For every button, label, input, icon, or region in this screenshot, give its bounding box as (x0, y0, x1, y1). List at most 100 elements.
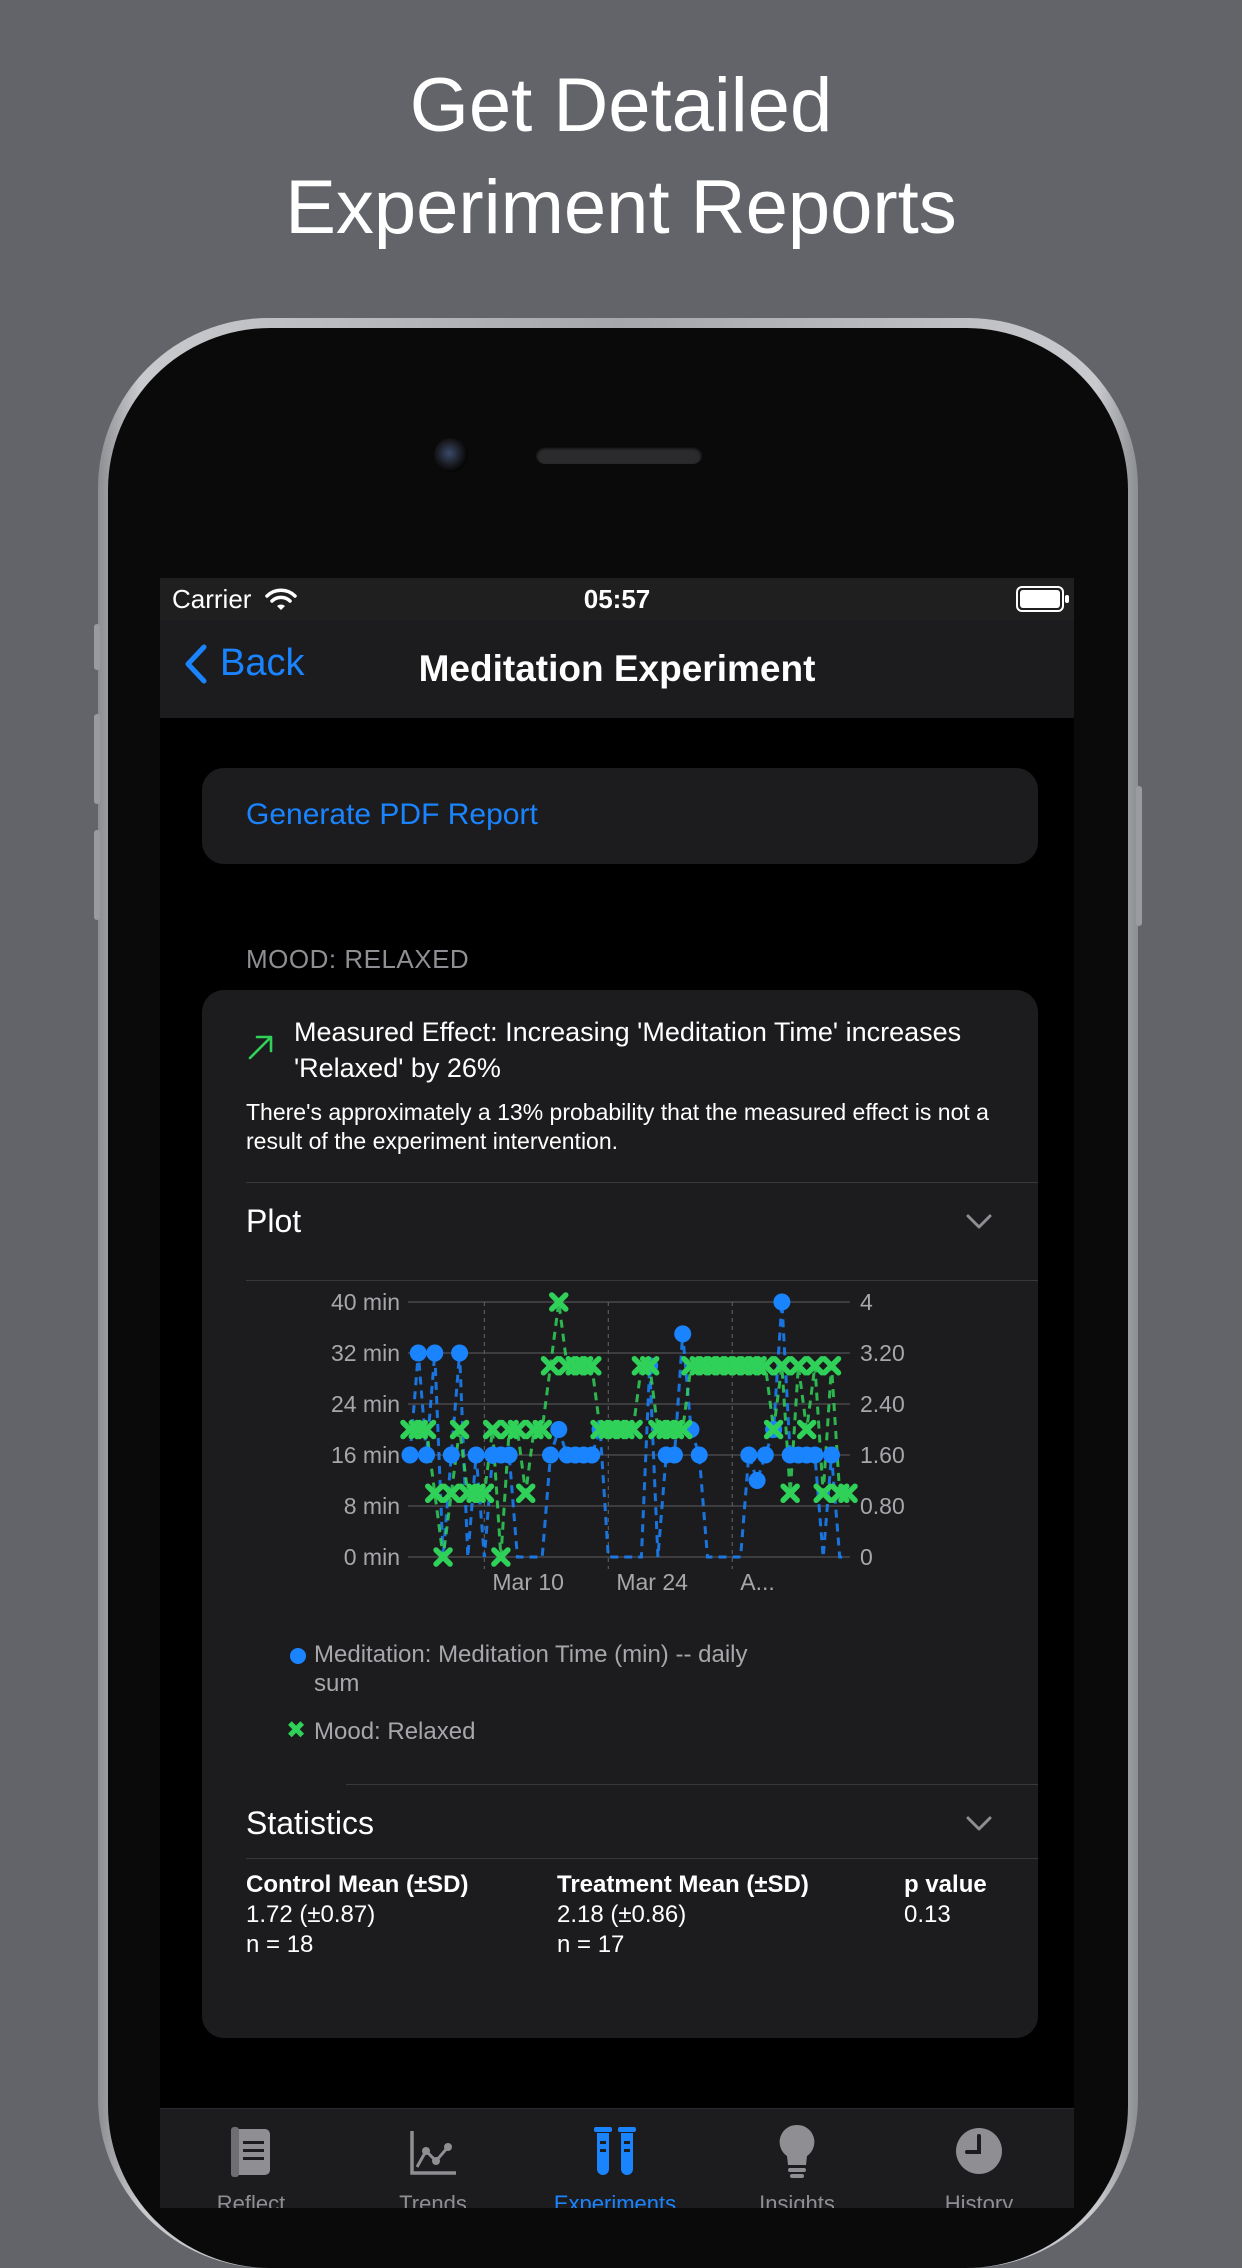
arrow-up-right-icon (248, 1035, 273, 1060)
data-point-meditation (401, 1446, 419, 1464)
data-point-mood (623, 1419, 643, 1440)
clock-icon (956, 2128, 1002, 2174)
data-point-mood (491, 1547, 511, 1567)
legend-x-marker: ✖ (286, 1717, 307, 1744)
tab-bar: Reflect Trends Experime (160, 2108, 1074, 2208)
app-screen: Carrier 05:57 Back Meditation Experiment… (160, 578, 1074, 2208)
navigation-bar: Back Meditation Experiment (160, 620, 1074, 718)
data-point-mood (532, 1419, 552, 1440)
legend-meditation: Meditation: Meditation Time (min) -- dai… (290, 1640, 774, 1698)
chevron-down-icon[interactable] (966, 1214, 992, 1230)
y-tick-label-right: 3.20 (860, 1340, 905, 1366)
data-point-mood (755, 1356, 776, 1376)
line-chart-icon (410, 2131, 456, 2175)
plot-chart: 40 min 32 min 24 min 16 min 8 min 0 min 4 3.20… (331, 1290, 905, 1595)
data-point-meditation (426, 1344, 444, 1362)
test-tubes-icon (594, 2127, 636, 2175)
plot-row-title[interactable]: Plot (246, 1203, 302, 1239)
p-value: 0.13 (904, 1901, 951, 1928)
y-tick-label-right: 4 (860, 1290, 873, 1315)
data-point-mood (821, 1356, 842, 1376)
data-point-mood (788, 1356, 809, 1376)
generate-pdf-report-link[interactable]: Generate PDF Report (246, 798, 538, 831)
tab-label: Reflect (216, 2191, 286, 2208)
y-tick-label-right: 1.60 (860, 1442, 905, 1468)
section-header: MOOD: RELAXED (246, 944, 470, 974)
control-mean-column: Control Mean (±SD) 1.72 (±0.87) n = 18 (246, 1870, 469, 1960)
data-point-meditation (773, 1293, 791, 1311)
data-point-meditation (409, 1344, 427, 1362)
data-point-mood (780, 1483, 800, 1503)
status-bar: Carrier 05:57 (160, 578, 1074, 620)
front-camera (434, 438, 468, 472)
y-tick-label-left: 0 min (344, 1544, 400, 1570)
legend-meditation-label: Meditation: Meditation Time (min) -- dai… (314, 1641, 748, 1697)
data-point-mood (672, 1419, 693, 1440)
data-point-meditation (442, 1446, 460, 1464)
x-tick-label: Mar 24 (616, 1569, 688, 1595)
data-point-mood (639, 1356, 660, 1376)
y-tick-label-right: 2.40 (860, 1391, 905, 1417)
tab-label: Experiments (553, 2191, 677, 2208)
series-line-mood (410, 1301, 848, 1558)
data-point-meditation (550, 1421, 568, 1438)
data-point-meditation (418, 1446, 436, 1464)
data-point-meditation (500, 1446, 518, 1464)
data-point-mood (805, 1356, 825, 1376)
data-point-mood (433, 1547, 453, 1567)
data-point-mood (763, 1419, 784, 1440)
volume-down-button (94, 830, 100, 920)
treatment-mean-value: 2.18 (±0.86) (557, 1901, 687, 1928)
statistics-row-title[interactable]: Statistics (246, 1805, 375, 1841)
data-point-meditation (467, 1446, 485, 1464)
data-point-meditation (748, 1472, 766, 1489)
lightbulb-icon (779, 2124, 815, 2178)
power-button (1136, 786, 1142, 926)
y-tick-label-left: 8 min (344, 1493, 400, 1519)
x-tick-label: Mar 10 (492, 1569, 564, 1595)
legend-circle-marker (290, 1648, 306, 1664)
experiment-result-card: Measured Effect: Increasing 'Meditation … (202, 990, 1038, 2038)
p-value-column: p value 0.13 (904, 1870, 987, 1930)
data-point-mood (838, 1483, 858, 1503)
earpiece-speaker (536, 446, 702, 464)
measured-effect-text: Measured Effect: Increasing 'Meditation … (294, 1017, 962, 1083)
data-point-meditation (740, 1446, 758, 1464)
volume-up-button (94, 714, 100, 804)
divider (246, 1182, 1038, 1183)
data-point-mood (813, 1483, 833, 1503)
back-button[interactable]: Back (184, 642, 304, 685)
divider (346, 1784, 1038, 1785)
y-tick-label-left: 40 min (331, 1290, 400, 1315)
data-point-mood (507, 1419, 528, 1440)
data-point-meditation (674, 1325, 692, 1343)
control-mean-header: Control Mean (±SD) (246, 1871, 469, 1898)
data-point-mood (796, 1419, 817, 1440)
carrier-label: Carrier (172, 584, 297, 615)
generate-pdf-card[interactable]: Generate PDF Report (202, 768, 1038, 864)
data-point-mood (549, 1292, 569, 1312)
data-point-mood (441, 1483, 462, 1503)
data-point-mood (474, 1483, 495, 1503)
data-point-mood (425, 1483, 445, 1503)
data-point-meditation (583, 1446, 601, 1464)
data-point-mood (416, 1419, 437, 1440)
y-tick-label-right: 0.80 (860, 1493, 905, 1519)
x-tick-label: A... (740, 1569, 775, 1595)
legend-mood: ✖ Mood: Relaxed (286, 1717, 476, 1746)
control-mean-value: 1.72 (±0.87) (246, 1901, 376, 1928)
data-point-meditation (806, 1446, 824, 1464)
data-point-meditation (690, 1446, 708, 1464)
data-point-meditation (541, 1446, 559, 1464)
y-tick-label-left: 16 min (331, 1442, 400, 1468)
chevron-down-icon[interactable] (966, 1816, 992, 1832)
status-time: 05:57 (583, 584, 651, 614)
treatment-mean-column: Treatment Mean (±SD) 2.18 (±0.86) n = 17 (557, 1870, 809, 1960)
data-point-mood (482, 1419, 503, 1440)
legend-mood-label: Mood: Relaxed (314, 1718, 476, 1745)
p-value-header: p value (904, 1871, 987, 1898)
probability-text: There's approximately a 13% probability … (246, 1099, 989, 1154)
treatment-mean-header: Treatment Mean (±SD) (557, 1871, 809, 1898)
data-point-meditation (451, 1344, 469, 1362)
treatment-n-value: n = 17 (557, 1931, 625, 1958)
